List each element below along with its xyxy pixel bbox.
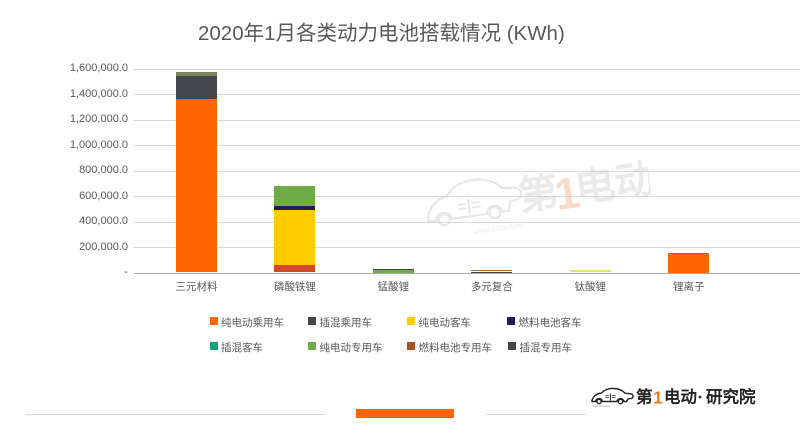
svg-text:=|=: =|=	[605, 392, 616, 401]
svg-text:研究院: 研究院	[706, 387, 756, 407]
svg-text:www.d1ev.com: www.d1ev.com	[593, 404, 610, 408]
svg-text:第: 第	[636, 387, 653, 407]
svg-text:电动: 电动	[664, 387, 697, 407]
svg-text:1: 1	[653, 388, 663, 408]
svg-text:电动: 电动	[572, 156, 656, 211]
svg-text:www.d1ev.com: www.d1ev.com	[472, 220, 524, 236]
svg-text:=|=: =|=	[455, 195, 482, 217]
